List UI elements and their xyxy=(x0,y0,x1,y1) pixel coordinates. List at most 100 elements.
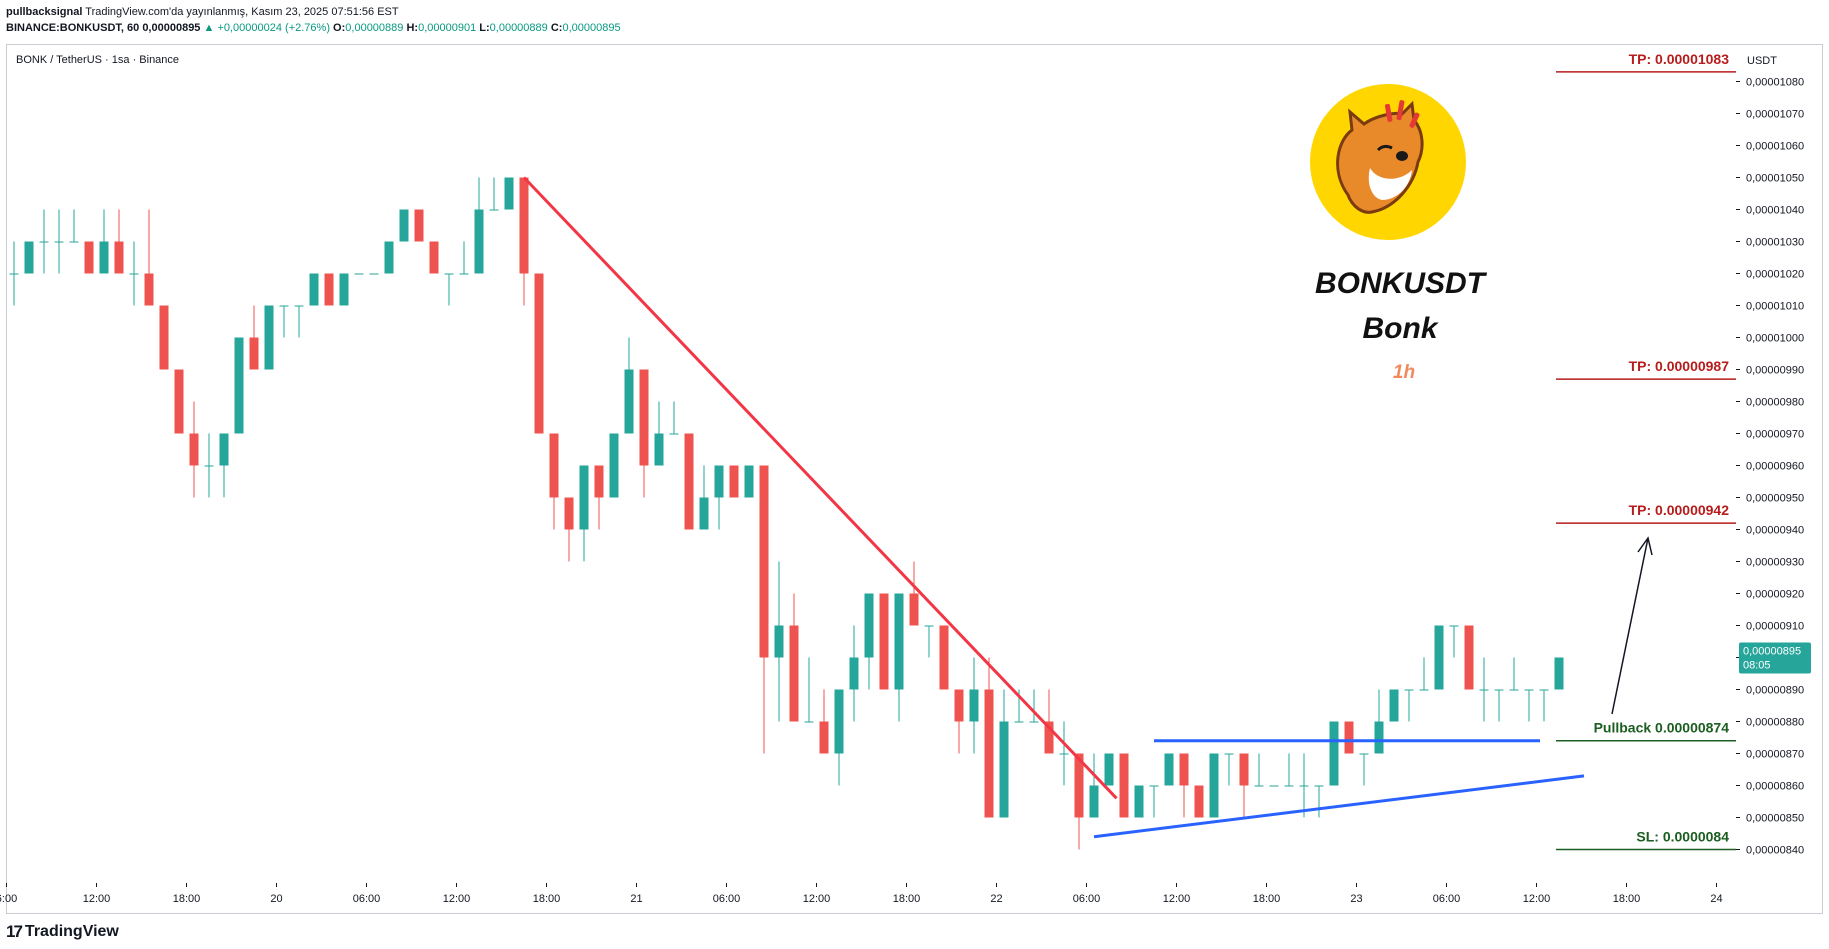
candle xyxy=(519,177,529,306)
candle-body xyxy=(339,273,349,306)
candle-body xyxy=(1494,689,1504,691)
candle-body xyxy=(1149,785,1159,787)
price-tick-label: 0,00000860 xyxy=(1746,781,1804,793)
candle-body xyxy=(99,241,109,274)
candle-body xyxy=(609,433,619,498)
candle xyxy=(909,561,919,626)
candle-body xyxy=(369,273,379,275)
candle-body xyxy=(24,241,34,274)
brand-name: Bonk xyxy=(1363,312,1439,345)
candle-body xyxy=(1119,753,1129,818)
alert-mark-1 xyxy=(1384,103,1393,122)
candle xyxy=(849,625,859,722)
time-tick-label: 18:00 xyxy=(533,893,561,905)
candle-body xyxy=(1074,753,1084,818)
chart-frame[interactable] xyxy=(6,44,1823,914)
candle-body xyxy=(909,593,919,626)
drawings xyxy=(522,176,1653,839)
brand-ticker: BONKUSDT xyxy=(1315,267,1488,300)
candle-body xyxy=(819,721,829,754)
candle-body xyxy=(1209,753,1219,818)
candle xyxy=(1119,753,1129,818)
candle xyxy=(984,657,994,818)
candle xyxy=(189,401,199,498)
candle xyxy=(759,465,769,754)
last-value: 0,00000895 xyxy=(142,22,201,34)
candle-body xyxy=(54,241,64,243)
candle-body xyxy=(1374,721,1384,754)
author-name[interactable]: pullbacksignal xyxy=(6,6,83,18)
candle-body xyxy=(1509,689,1519,691)
price-tick-label: 0,00000850 xyxy=(1746,813,1804,825)
candle xyxy=(579,465,589,562)
currency-unit[interactable]: USDT xyxy=(1747,55,1777,67)
time-tick-label: 06:00 xyxy=(713,893,741,905)
candle-body xyxy=(549,433,559,498)
candle xyxy=(609,433,619,498)
candle xyxy=(1044,689,1054,754)
candle xyxy=(1164,753,1174,786)
candle xyxy=(384,241,394,274)
candle xyxy=(654,401,664,466)
candle xyxy=(564,497,574,562)
candle xyxy=(1314,785,1324,818)
candle xyxy=(354,273,364,275)
candle xyxy=(1074,753,1084,850)
candle-body xyxy=(1029,721,1039,723)
time-tick-label: 18:00 xyxy=(1253,893,1281,905)
candle xyxy=(1554,657,1564,690)
candle-body xyxy=(1404,689,1414,691)
candle xyxy=(99,209,109,274)
tradingview-footer[interactable]: 17 TradingView xyxy=(6,922,119,942)
candle xyxy=(324,273,334,306)
price-tick-label: 0,00000990 xyxy=(1746,365,1804,377)
candle xyxy=(1524,689,1534,722)
candle-body xyxy=(1104,753,1114,786)
price-tick-label: 0,00001030 xyxy=(1746,237,1804,249)
candle xyxy=(159,305,169,370)
candle-body xyxy=(1239,753,1249,786)
level-label: Pullback 0.00000874 xyxy=(1594,720,1730,736)
shiba-muzzle xyxy=(1368,168,1412,200)
time-tick-label: 18:00 xyxy=(173,893,201,905)
candle xyxy=(1374,689,1384,754)
price-axis[interactable]: 0,00001080 0,00001070 0,00001060 0,00001050… xyxy=(1736,77,1804,857)
candle xyxy=(1434,625,1444,690)
candle-body xyxy=(489,209,499,211)
candle-body xyxy=(729,465,739,498)
candle-body xyxy=(1284,785,1294,787)
price-tick-label: 0,00000950 xyxy=(1746,493,1804,505)
candle-body xyxy=(69,241,79,243)
candle xyxy=(489,177,499,211)
candle xyxy=(1224,753,1234,786)
candle-body xyxy=(459,273,469,275)
candle-body xyxy=(159,305,169,370)
candle xyxy=(1344,721,1354,754)
candle xyxy=(69,209,79,243)
candle-body xyxy=(474,209,484,274)
candle xyxy=(339,273,349,306)
price-tick-label: 0,00000840 xyxy=(1746,845,1804,857)
candle xyxy=(1239,753,1249,818)
publish-date: TradingView.com'da yayınlanmış, Kasım 23… xyxy=(85,6,399,18)
candle-body xyxy=(1014,721,1024,723)
price-tick-label: 0,00001070 xyxy=(1746,109,1804,121)
price-tick-label: 0,00001010 xyxy=(1746,301,1804,313)
time-axis[interactable]: 6:00 12:00 18:00 20 06:00 12:00 18:00 21 06:00 12… xyxy=(0,883,1723,905)
price-tick-label: 0,00001000 xyxy=(1746,333,1804,345)
candle xyxy=(1089,753,1099,818)
candle xyxy=(1509,657,1519,691)
candle-body xyxy=(759,465,769,658)
time-tick-label: 22 xyxy=(990,893,1002,905)
bonk-logo xyxy=(1310,84,1466,240)
level-label: TP: 0.00001083 xyxy=(1629,51,1730,67)
candle xyxy=(84,241,94,274)
price-tick-label: 0,00001020 xyxy=(1746,269,1804,281)
candle xyxy=(1134,785,1144,818)
price-tick-label: 0,00000940 xyxy=(1746,525,1804,537)
time-tick-label: 6:00 xyxy=(0,893,17,905)
candle xyxy=(1149,785,1159,818)
price-tick-label: 0,00000980 xyxy=(1746,397,1804,409)
candle-body xyxy=(1194,785,1204,818)
